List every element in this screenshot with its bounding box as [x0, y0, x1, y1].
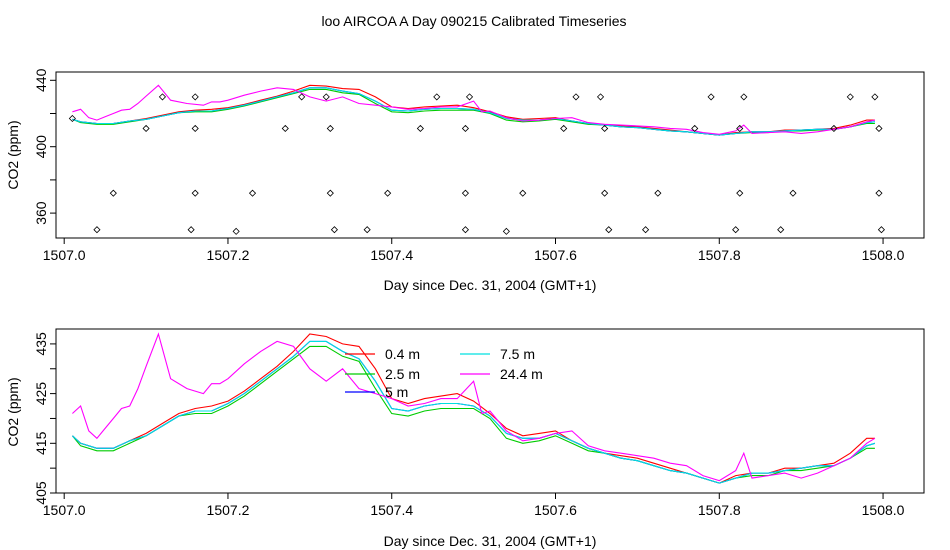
- diamond-marker: [736, 124, 744, 133]
- diamond-marker: [707, 93, 715, 101]
- diamond-marker: [322, 93, 330, 101]
- diamond-marker: [732, 226, 740, 234]
- series-line-24-4-m: [72, 332, 876, 482]
- diamond-marker: [68, 114, 76, 123]
- top-panel: CO2 (ppm) Day since Dec. 31, 2004 (GMT+1…: [5, 68, 925, 293]
- legend-label: 2.5 m: [385, 366, 420, 382]
- y-tick-label: 425: [33, 382, 49, 406]
- diamond-marker: [871, 93, 879, 101]
- series-line-2-5-m: [71, 345, 875, 484]
- top-series-lines: [72, 84, 876, 136]
- diamond-marker: [416, 124, 424, 133]
- x-tick-label: 1507.2: [207, 502, 250, 518]
- x-tick-label: 1508.0: [862, 247, 905, 263]
- diamond-marker: [736, 189, 744, 197]
- diamond-marker: [461, 226, 469, 234]
- bottom-xlabel: Day since Dec. 31, 2004 (GMT+1): [384, 533, 597, 549]
- x-tick-label: 1507.0: [43, 502, 86, 518]
- diamond-marker: [654, 189, 662, 197]
- x-tick-label: 1507.8: [698, 502, 741, 518]
- diamond-marker: [384, 189, 392, 197]
- diamond-marker: [740, 93, 748, 101]
- diamond-marker: [572, 93, 580, 101]
- diamond-marker: [191, 124, 199, 133]
- diamond-marker: [248, 189, 257, 197]
- diamond-marker: [461, 189, 469, 197]
- diamond-marker: [830, 124, 838, 133]
- diamond-marker: [875, 124, 883, 133]
- figure-title: loo AIRCOA A Day 090215 Calibrated Times…: [321, 13, 626, 29]
- y-tick-label: 435: [33, 332, 49, 356]
- diamond-marker: [777, 226, 785, 234]
- diamond-marker: [465, 93, 474, 101]
- diamond-marker: [596, 93, 605, 101]
- legend-label: 0.4 m: [385, 346, 420, 362]
- diamond-marker: [281, 124, 289, 133]
- diamond-marker: [519, 189, 527, 197]
- top-ylabel: CO2 (ppm): [5, 120, 21, 189]
- bottom-plot-frame: [55, 328, 925, 494]
- diamond-marker: [232, 227, 240, 235]
- diamond-marker: [363, 226, 371, 234]
- diamond-marker: [433, 93, 441, 101]
- diamond-marker: [93, 226, 101, 234]
- x-tick-label: 1507.4: [370, 247, 413, 263]
- diamond-marker: [846, 93, 854, 101]
- diamond-marker: [191, 189, 199, 197]
- diamond-marker: [142, 124, 150, 133]
- legend-label: 7.5 m: [500, 346, 535, 362]
- bottom-axis-ticks: 1507.0 1507.2 1507.4 1507.6 1507.8 1508.0 405 4…: [33, 332, 905, 518]
- bottom-ylabel: CO2 (ppm): [5, 377, 21, 446]
- diamond-marker: [502, 227, 510, 235]
- bottom-panel: CO2 (ppm) Day since Dec. 31, 2004 (GMT+1…: [5, 328, 925, 549]
- diamond-marker: [601, 124, 609, 133]
- diamond-marker: [875, 189, 883, 197]
- diamond-marker: [691, 124, 699, 133]
- y-tick-label: 405: [33, 481, 49, 505]
- diamond-marker: [298, 93, 306, 101]
- x-tick-label: 1507.8: [698, 247, 741, 263]
- top-plot-frame: [55, 71, 925, 239]
- diamond-marker: [326, 189, 334, 197]
- top-xlabel: Day since Dec. 31, 2004 (GMT+1): [384, 277, 597, 293]
- diamond-marker: [326, 124, 334, 133]
- x-tick-label: 1507.2: [207, 247, 250, 263]
- x-tick-label: 1507.4: [370, 502, 413, 518]
- diamond-marker: [605, 226, 613, 234]
- x-tick-label: 1508.0: [862, 502, 905, 518]
- diamond-marker: [642, 226, 650, 234]
- diamond-marker: [187, 226, 195, 234]
- y-tick-label: 415: [33, 431, 49, 455]
- legend-label: 5 m: [385, 384, 408, 400]
- x-tick-label: 1507.0: [43, 247, 86, 263]
- diamond-marker: [109, 189, 117, 197]
- x-tick-label: 1507.6: [534, 247, 577, 263]
- legend: 0.4 m 2.5 m 5 m 7.5 m 24.4 m: [345, 346, 543, 400]
- bottom-series-lines: [71, 332, 876, 484]
- y-tick-label: 360: [33, 201, 49, 225]
- x-tick-label: 1507.6: [534, 502, 577, 518]
- diamond-marker: [330, 226, 338, 234]
- diamond-marker: [877, 226, 885, 234]
- diamond-marker: [601, 189, 609, 197]
- series-line-7-5-m: [72, 340, 876, 484]
- y-tick-label: 400: [33, 135, 49, 159]
- diamond-marker: [461, 124, 469, 133]
- diamond-marker: [560, 124, 568, 133]
- series-line-0-4-m: [72, 333, 875, 484]
- legend-label: 24.4 m: [500, 366, 543, 382]
- series-line-24-4-m: [72, 84, 876, 135]
- series-line-7-5-m: [72, 87, 875, 136]
- top-axis-ticks: 1507.0 1507.2 1507.4 1507.6 1507.8 1508.0 360 4…: [33, 68, 905, 263]
- diamond-marker: [191, 93, 199, 101]
- diamond-marker: [158, 93, 167, 101]
- top-markers: [68, 93, 885, 235]
- diamond-marker: [789, 189, 797, 197]
- y-tick-label: 440: [33, 68, 49, 92]
